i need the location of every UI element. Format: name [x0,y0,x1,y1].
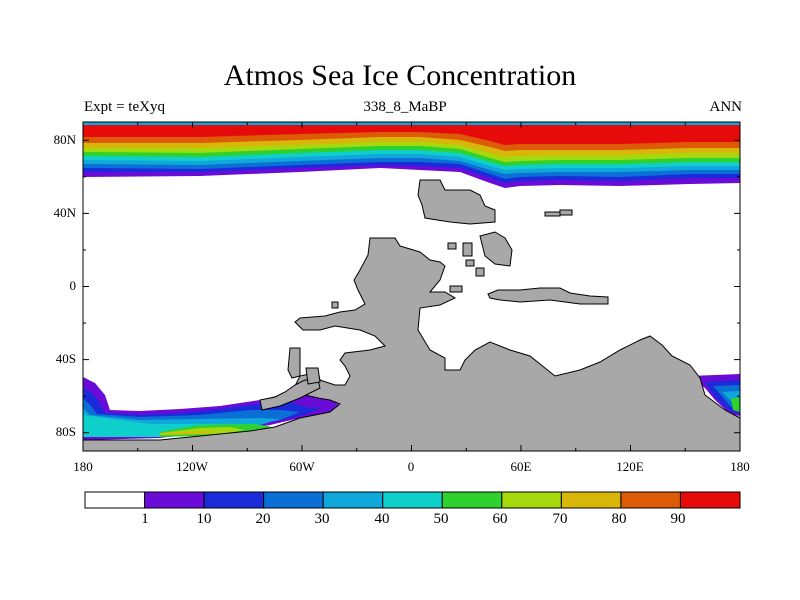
colorbar-segment [501,491,562,509]
colorbar-label-40: 40 [374,511,390,527]
colorbar-segment [382,491,443,509]
colorbar [84,491,741,509]
lon-tick-180e: 180 [730,459,750,474]
period-label: 338_8_MaBP [363,99,447,115]
colorbar-segment [441,491,503,509]
lat-tick-80s: 80S [55,424,76,439]
season-label: ANN [709,99,743,115]
colorbar-label-30: 30 [314,511,330,527]
lat-tick-40n: 40N [53,205,76,220]
lat-tick-80n: 80N [53,132,76,147]
lat-tick-0: 0 [69,278,77,293]
lat-tick-40s: 40S [55,351,76,366]
colorbar-label-20: 20 [255,511,271,527]
colorbar-segment [84,491,146,509]
lon-tick-180w: 180 [73,459,93,474]
colorbar-segment [620,491,681,509]
colorbar-segment [560,491,622,509]
lon-tick-120e: 120E [616,459,644,474]
colorbar-segment [263,491,324,509]
land-masses [83,179,740,451]
experiment-label: Expt = teXyq [84,99,165,115]
lon-tick-120w: 120W [176,459,208,474]
colorbar-segment [322,491,384,509]
lon-tick-0: 0 [407,459,415,474]
colorbar-label-60: 60 [492,511,508,527]
antarctic-sea-ice [83,374,740,440]
colorbar-label-10: 10 [196,511,212,527]
colorbar-label-70: 70 [552,511,568,527]
colorbar-segment [203,491,265,509]
tick-marks [82,122,741,451]
arctic-sea-ice [83,122,740,188]
colorbar-label-90: 90 [670,511,686,527]
lon-tick-60e: 60E [510,459,532,474]
colorbar-label-50: 50 [433,511,449,527]
colorbar-segment [144,491,205,509]
colorbar-label-80: 80 [611,511,627,527]
colorbar-segment [679,491,741,509]
lon-tick-60w: 60W [289,459,315,474]
colorbar-label-1: 1 [141,511,149,527]
plot-title: Atmos Sea Ice Concentration [223,59,577,92]
